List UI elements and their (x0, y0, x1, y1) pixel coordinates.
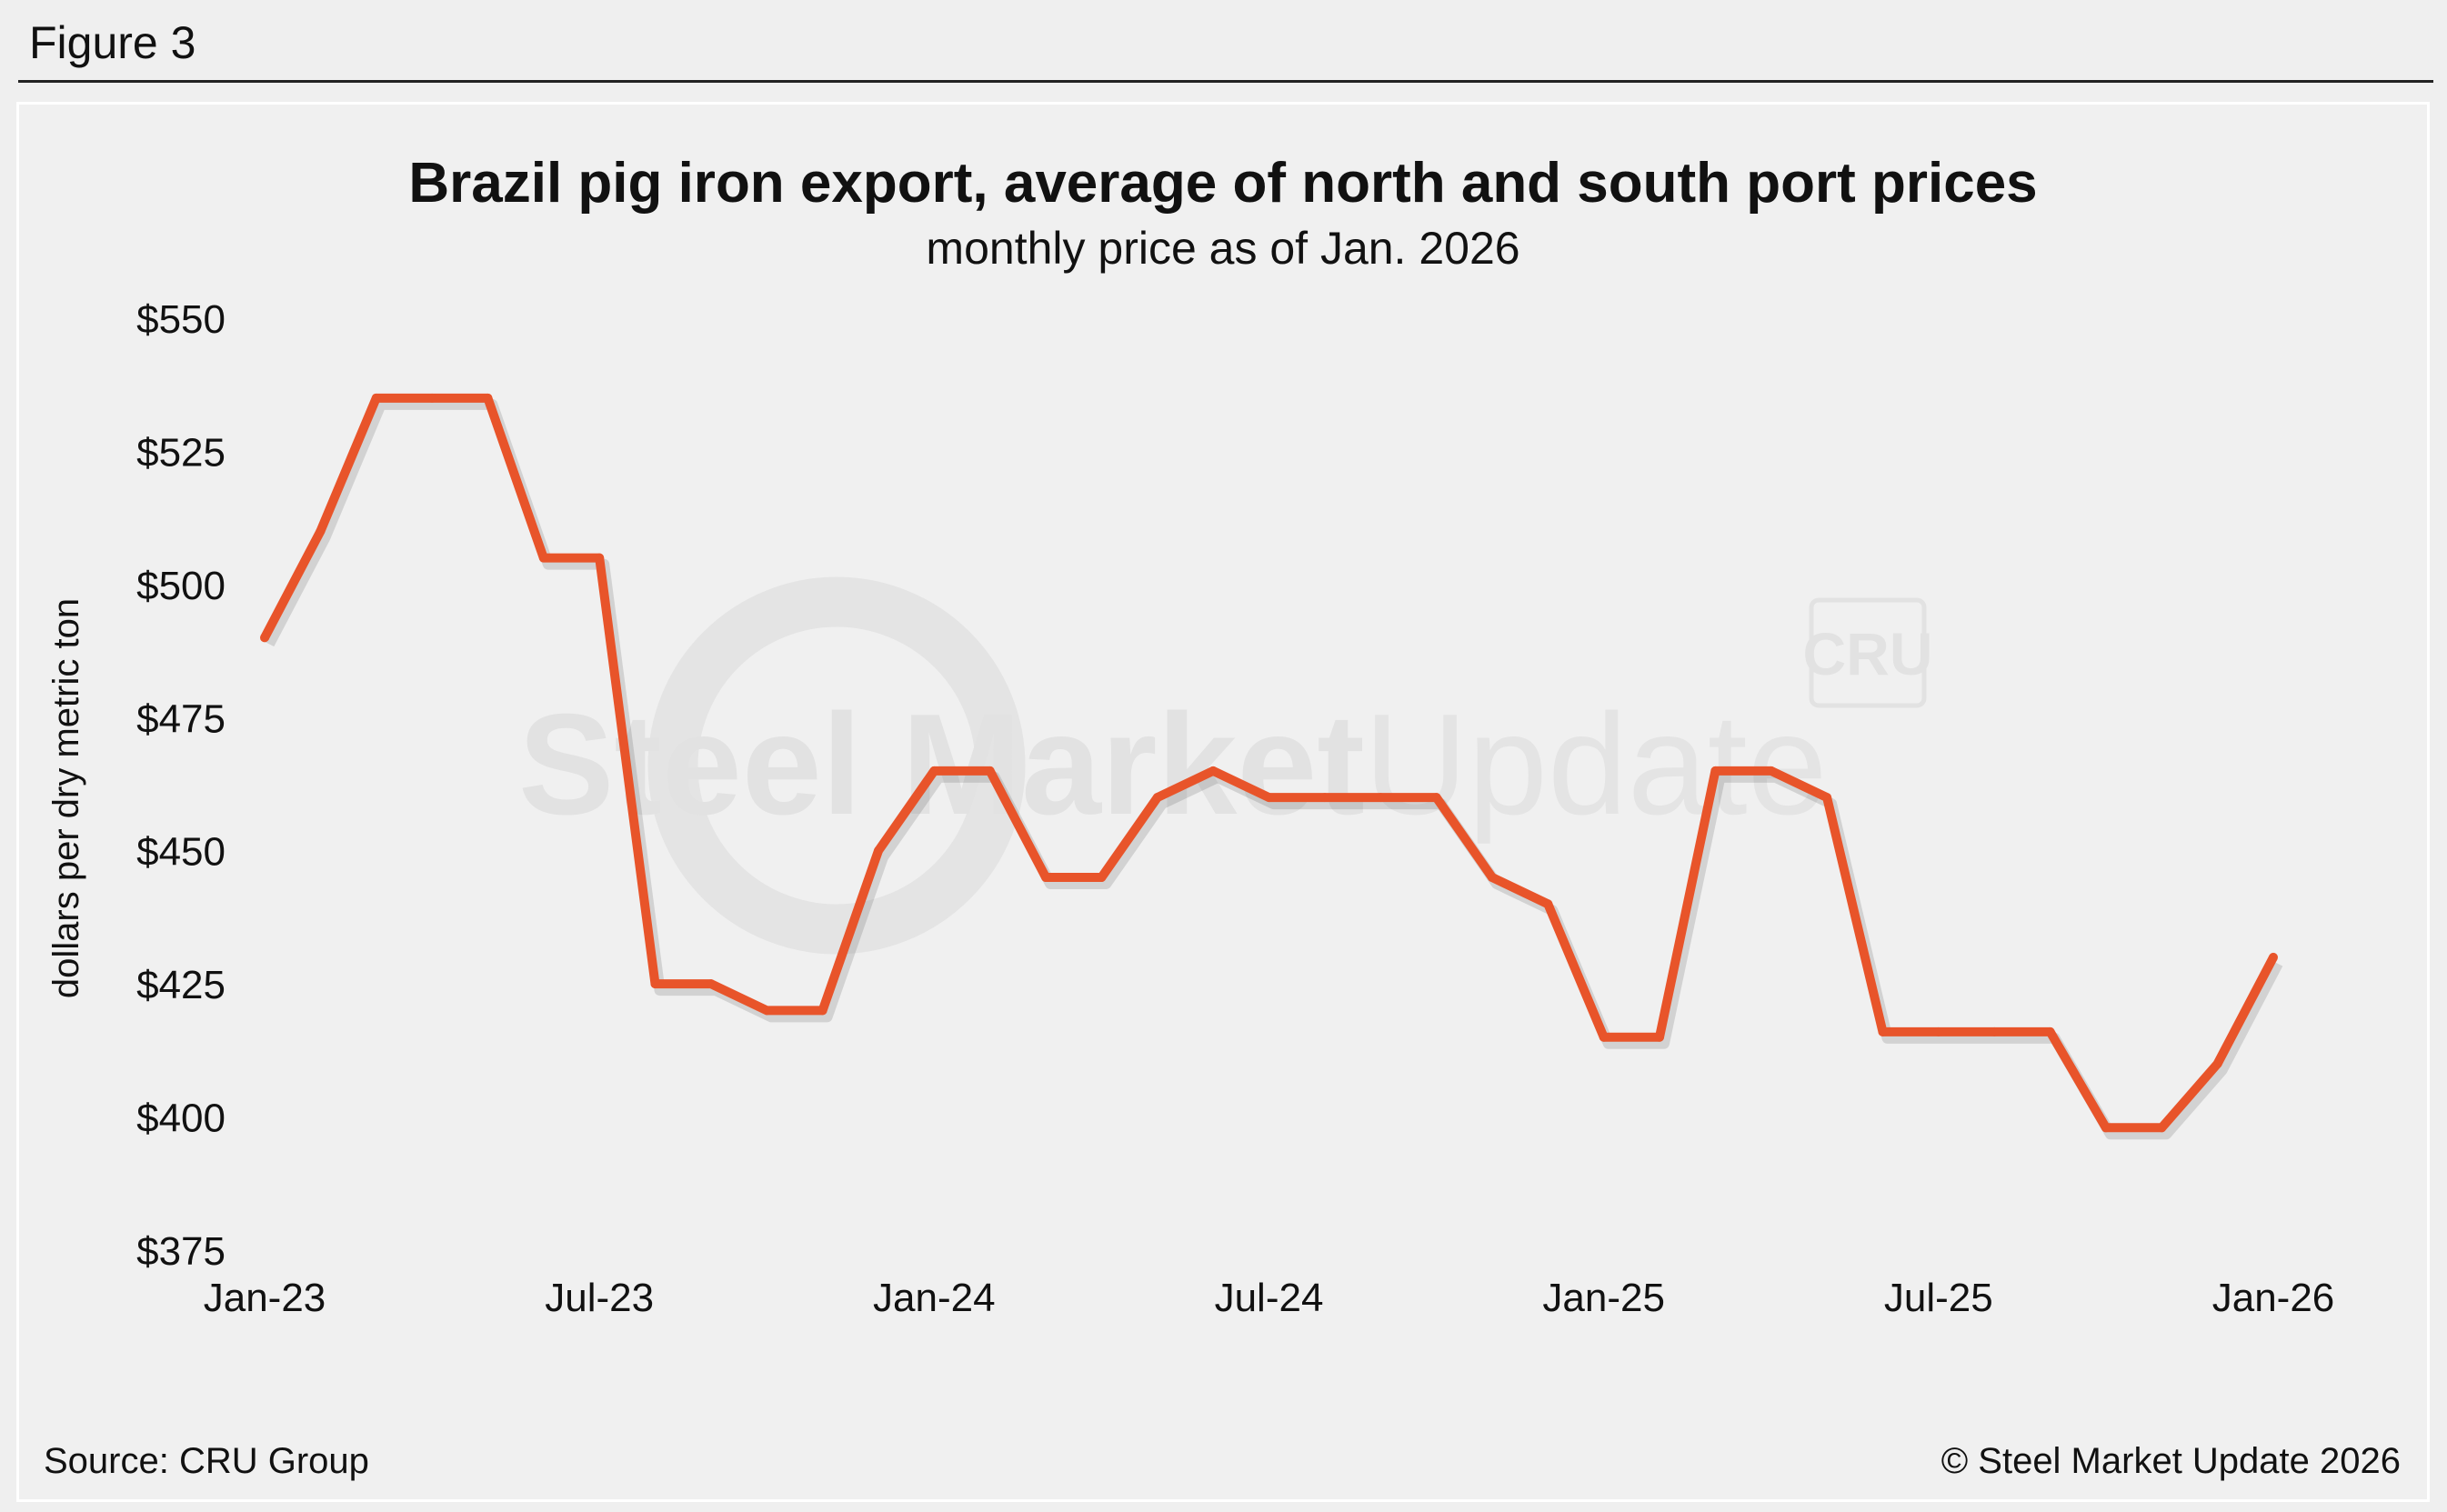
data-point (1710, 766, 1720, 776)
data-point (1822, 793, 1832, 803)
data-point (371, 393, 381, 403)
data-point (595, 553, 605, 563)
watermark-text: Steel Market (518, 685, 1365, 845)
x-tick-label: Jan-24 (873, 1276, 996, 1320)
data-point (1990, 1026, 2000, 1036)
data-point (2045, 1026, 2055, 1036)
data-point (762, 1006, 772, 1016)
chart-title: Brazil pig iron export, average of north… (408, 152, 2037, 215)
data-point (1878, 1026, 1888, 1036)
data-point (650, 979, 660, 989)
y-axis-ticks: $550 $525 $500 $475 $450 $425 $400 $375 (136, 297, 226, 1274)
data-point (2157, 1123, 2167, 1133)
chart-subtitle: monthly price as of Jan. 2026 (926, 223, 1519, 274)
data-point (1933, 1026, 1943, 1036)
y-tick-label: $500 (136, 564, 226, 608)
y-tick-label: $425 (136, 963, 226, 1007)
data-point (706, 979, 716, 989)
x-tick-label: Jan-23 (204, 1276, 326, 1320)
y-tick-label: $475 (136, 696, 226, 741)
series-group (260, 393, 2283, 1140)
data-point (874, 846, 883, 856)
data-point (2269, 952, 2278, 962)
y-tick-label: $400 (136, 1096, 226, 1141)
x-tick-label: Jul-25 (1884, 1276, 1993, 1320)
data-point (1319, 793, 1329, 803)
x-tick-label: Jan-25 (1542, 1276, 1665, 1320)
data-point (427, 393, 437, 403)
watermark-badge-text: CRU (1803, 620, 1933, 687)
data-point (817, 1006, 827, 1016)
data-point (538, 553, 548, 563)
data-point (2101, 1123, 2111, 1133)
y-tick-label: $375 (136, 1229, 226, 1274)
data-point (1152, 793, 1162, 803)
figure-label: Figure 3 (29, 17, 196, 68)
data-point (1543, 899, 1553, 909)
chart-panel (16, 102, 2430, 1502)
figure-divider (18, 80, 2433, 83)
data-point (1264, 793, 1274, 803)
x-axis-ticks: Jan-23 Jul-23 Jan-24 Jul-24 Jan-25 Jul-25 Jan-… (204, 1276, 2335, 1320)
x-tick-label: Jan-26 (2212, 1276, 2335, 1320)
y-tick-label: $450 (136, 830, 226, 875)
data-point (929, 766, 939, 776)
data-point (1208, 766, 1218, 776)
y-axis-label: dollars per dry metric ton (46, 598, 86, 998)
watermark-badge (1809, 597, 1927, 708)
y-tick-label: $525 (136, 430, 226, 475)
data-point (1599, 1032, 1609, 1042)
data-point (260, 633, 269, 643)
y-tick-label: $550 (136, 297, 226, 342)
data-point (1097, 873, 1107, 882)
data-point (1655, 1032, 1664, 1042)
source-note: Source: CRU Group (44, 1441, 369, 1481)
watermark-ring (647, 576, 1026, 955)
data-point (1431, 793, 1441, 803)
data-point (1766, 766, 1776, 776)
data-point (985, 766, 995, 776)
data-point (2212, 1059, 2222, 1068)
watermark-text-light: Update (1364, 685, 1828, 845)
data-point (1041, 873, 1051, 882)
watermark: Steel Market Update CRU (518, 576, 1933, 955)
copyright-note: © Steel Market Update 2026 (1941, 1441, 2401, 1481)
data-point (316, 526, 326, 536)
x-tick-label: Jul-23 (545, 1276, 654, 1320)
data-point (483, 393, 493, 403)
data-point (1376, 793, 1386, 803)
x-tick-label: Jul-24 (1215, 1276, 1324, 1320)
data-point (1487, 873, 1497, 882)
